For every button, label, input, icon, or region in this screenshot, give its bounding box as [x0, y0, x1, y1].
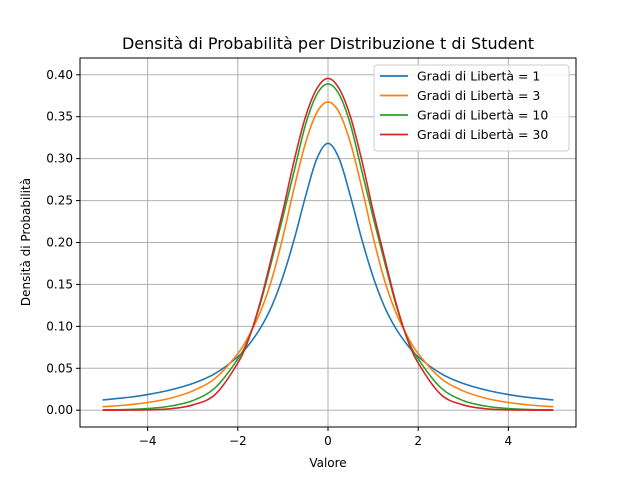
series-line-4 — [102, 77, 554, 412]
x-tick-label: −4 — [139, 434, 157, 448]
x-axis-ticks: −4 −2 0 2 4 — [139, 427, 512, 448]
legend-entry-label: Gradi di Libertà = 3 — [417, 88, 540, 103]
y-axis-label: Densità di Probabilità — [19, 178, 33, 306]
x-tick-label: 0 — [324, 434, 332, 448]
grid — [80, 58, 576, 427]
y-tick-label: 0.40 — [46, 68, 73, 82]
x-tick-label: −2 — [229, 434, 247, 448]
y-tick-label: 0.30 — [46, 152, 73, 166]
x-tick-label: 2 — [414, 434, 422, 448]
y-tick-label: 0.25 — [46, 194, 73, 208]
series-line-3 — [102, 83, 554, 411]
y-tick-label: 0.35 — [46, 110, 73, 124]
legend-box — [373, 64, 570, 152]
y-tick-label: 0.05 — [46, 361, 73, 375]
legend-entry-label: Gradi di Libertà = 1 — [417, 69, 540, 84]
y-tick-label: 0.15 — [46, 277, 73, 291]
series-line-2 — [102, 101, 554, 408]
legend-entry-label: Gradi di Libertà = 10 — [417, 108, 548, 123]
x-tick-label: 4 — [505, 434, 513, 448]
legend: Gradi di Libertà = 1 Gradi di Libertà = 3… — [373, 64, 570, 152]
y-tick-label: 0.20 — [46, 236, 73, 250]
series-line-1 — [102, 142, 554, 401]
legend-entry-label: Gradi di Libertà = 30 — [417, 127, 548, 142]
y-tick-label: 0.00 — [46, 403, 73, 417]
y-tick-label: 0.10 — [46, 319, 73, 333]
series-lines — [102, 77, 554, 412]
x-axis-label: Valore — [309, 456, 346, 470]
chart-title: Densità di Probabilità per Distribuzione… — [122, 34, 534, 53]
y-axis-ticks: 0.00 0.05 0.10 0.15 0.20 0.25 0.30 0.35 0.40 — [46, 68, 80, 417]
